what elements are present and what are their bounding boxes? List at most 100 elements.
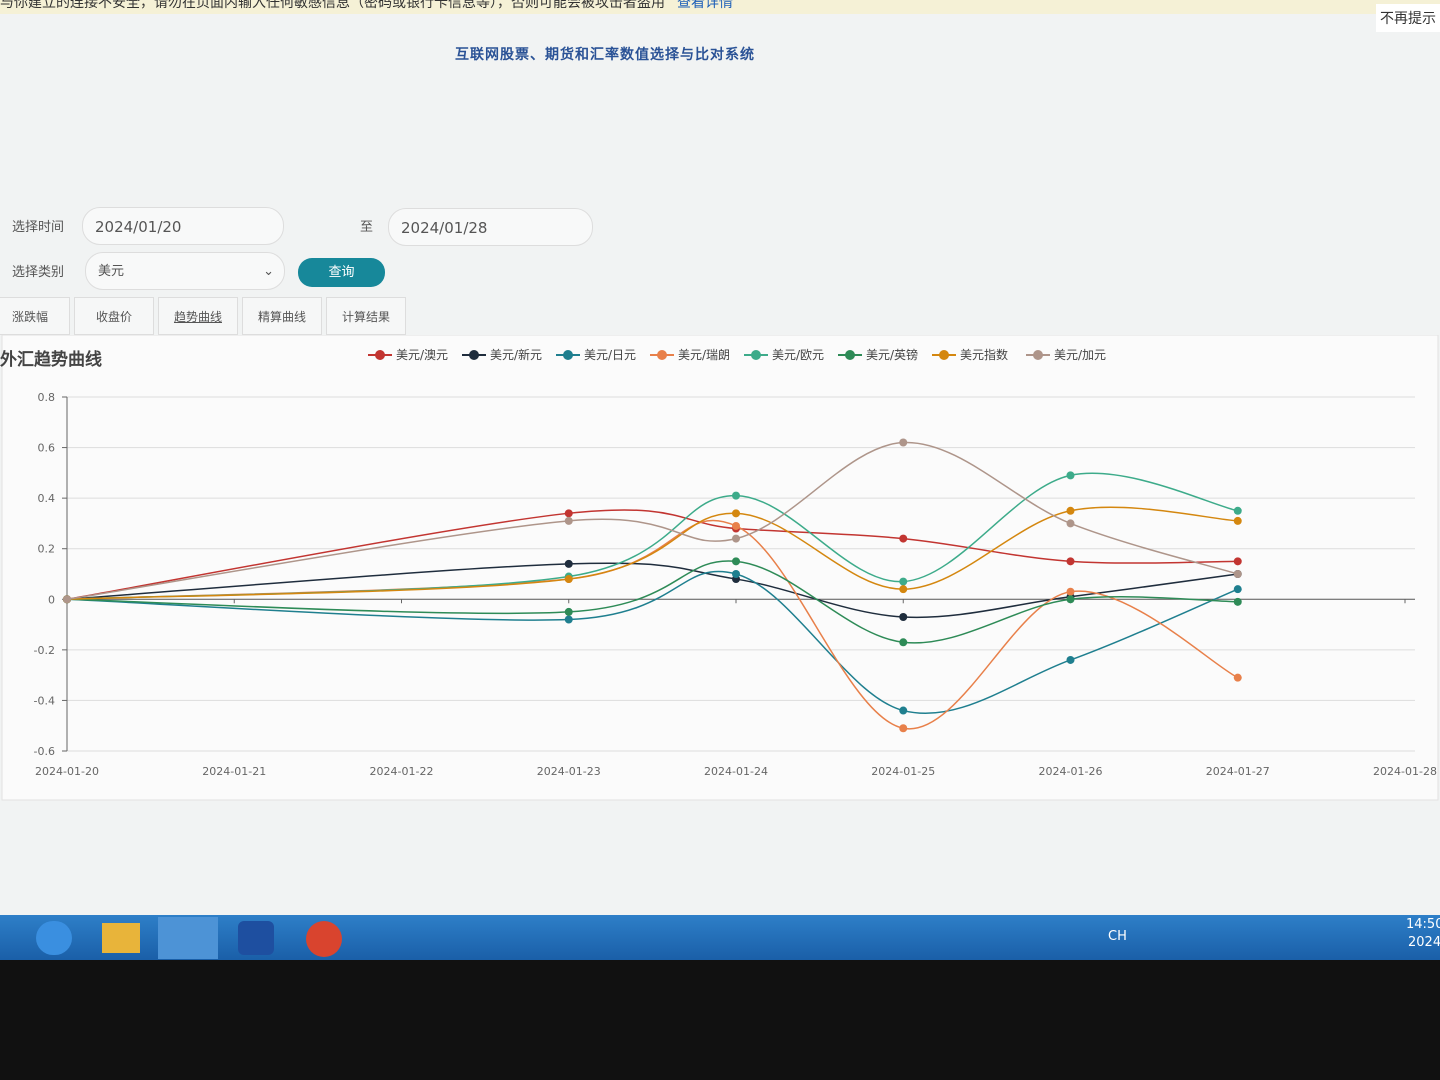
category-value: 美元: [98, 264, 125, 279]
y-tick-label: 0.6: [38, 442, 56, 455]
y-tick-label: -0.6: [34, 745, 55, 758]
clock-time: 14:50: [1406, 917, 1440, 932]
query-button[interactable]: 查询: [298, 258, 385, 287]
chevron: ⌄: [263, 264, 274, 279]
data-point: [1233, 516, 1242, 525]
chart-panel: [1, 335, 1439, 801]
data-point: [1066, 519, 1075, 528]
taskbar: CH 14:50 2024: [0, 915, 1440, 960]
tab[interactable]: 收盘价: [74, 297, 154, 335]
data-point: [1066, 655, 1075, 664]
category-label: 选择类别: [12, 265, 65, 280]
dismiss-button[interactable]: 不再提示: [1376, 4, 1440, 32]
y-tick-label: -0.4: [34, 694, 55, 707]
x-tick-label: 2024-01-26: [1039, 765, 1103, 778]
data-point: [899, 534, 908, 543]
x-tick-label: 2024-01-24: [704, 765, 768, 778]
data-point: [564, 516, 573, 525]
legend-label: 美元/欧元: [772, 348, 824, 362]
legend-marker: [469, 350, 479, 360]
chrome-icon[interactable]: [306, 921, 342, 957]
legend-label: 美元/英镑: [866, 347, 918, 362]
x-tick-label: 2024-01-25: [871, 765, 935, 778]
data-point: [1233, 570, 1242, 578]
security-banner: 与你建立的连接不安全，请勿在页面内输入任何敏感信息（密码或银行卡信息等），否则可…: [0, 0, 1440, 14]
time-label: 选择时间: [12, 220, 65, 235]
browser-window: 与你建立的连接不安全，请勿在页面内输入任何敏感信息（密码或银行卡信息等），否则可…: [0, 0, 1440, 915]
tab[interactable]: 精算曲线: [242, 297, 322, 335]
y-tick-label: -0.2: [34, 644, 55, 657]
data-point: [63, 595, 71, 604]
to-label: 至: [360, 220, 374, 235]
folder-icon[interactable]: [102, 923, 140, 953]
start-date-input[interactable]: 2024/01/20: [82, 207, 284, 245]
chart: 外汇趋势曲线 -0.6 -0.4 -0.2 0 0.2 0.4 0.6 0.8 2024-01-…: [0, 335, 1439, 801]
data-point: [564, 509, 573, 518]
browser-icon-active[interactable]: [158, 917, 218, 959]
legend-marker: [751, 350, 761, 360]
data-point: [1233, 597, 1242, 606]
data-point: [899, 585, 908, 594]
tab[interactable]: 趋势曲线: [158, 297, 238, 335]
data-point: [899, 577, 908, 586]
data-point: [564, 575, 573, 584]
data-point: [732, 557, 740, 566]
x-tick-label: 2024-01-23: [537, 765, 601, 778]
data-point: [564, 615, 573, 624]
data-point: [732, 570, 740, 578]
y-tick-label: 0: [48, 593, 55, 606]
data-point: [1233, 557, 1242, 566]
x-tick-label: 2024-01-22: [370, 765, 434, 778]
data-point: [899, 706, 908, 715]
legend-label: 美元/加元: [1054, 348, 1106, 362]
data-point: [732, 534, 740, 543]
legend-label: 美元指数: [960, 347, 1008, 362]
data-point: [1066, 595, 1075, 604]
data-point: [899, 612, 908, 621]
data-point: [564, 559, 573, 568]
tab[interactable]: 涨跌幅: [0, 297, 70, 335]
clock-date: 2024: [1408, 935, 1440, 950]
legend-marker: [845, 350, 855, 360]
chart-title: 外汇趋势曲线: [0, 349, 102, 370]
data-point: [1233, 673, 1242, 682]
banner-message: 与你建立的连接不安全，请勿在页面内输入任何敏感信息（密码或银行卡信息等），否则可…: [0, 0, 665, 11]
y-tick-label: 0.8: [38, 391, 56, 404]
legend-marker: [375, 350, 385, 360]
data-point: [732, 491, 740, 500]
data-point: [1066, 471, 1075, 480]
legend-label: 美元/新元: [490, 347, 542, 362]
data-point: [899, 638, 908, 647]
data-point: [1066, 587, 1075, 596]
legend-label: 美元/澳元: [396, 348, 448, 362]
y-tick-label: 0.4: [38, 492, 56, 505]
legend-label: 美元/日元: [584, 348, 636, 362]
data-point: [899, 724, 908, 733]
details-link[interactable]: 查看详情: [677, 0, 733, 11]
data-point: [732, 521, 740, 530]
category-select[interactable]: 美元 ⌄: [85, 252, 285, 290]
ie-icon[interactable]: [36, 921, 72, 955]
data-point: [564, 607, 573, 616]
x-tick-label: 2024-01-20: [35, 765, 99, 778]
flash-icon[interactable]: [238, 921, 274, 955]
data-point: [732, 509, 740, 518]
y-tick-label: 0.2: [38, 543, 56, 556]
data-point: [1066, 506, 1075, 515]
x-tick-label: 2024-01-27: [1206, 765, 1270, 778]
end-date-input[interactable]: 2024/01/28: [388, 208, 593, 246]
data-point: [1066, 557, 1075, 566]
legend-marker: [657, 350, 667, 360]
legend-label: 美元/瑞朗: [678, 348, 730, 362]
legend-marker: [1033, 350, 1043, 360]
legend-marker: [939, 350, 949, 360]
legend-marker: [563, 350, 573, 360]
x-tick-label: 2024-01-28: [1373, 765, 1437, 778]
data-point: [1233, 585, 1242, 594]
tab[interactable]: 计算结果: [326, 297, 406, 335]
x-tick-label: 2024-01-21: [202, 765, 266, 778]
data-point: [899, 438, 908, 447]
page-title: 互联网股票、期货和汇率数值选择与比对系统: [455, 47, 755, 63]
language-indicator[interactable]: CH: [1108, 929, 1127, 944]
